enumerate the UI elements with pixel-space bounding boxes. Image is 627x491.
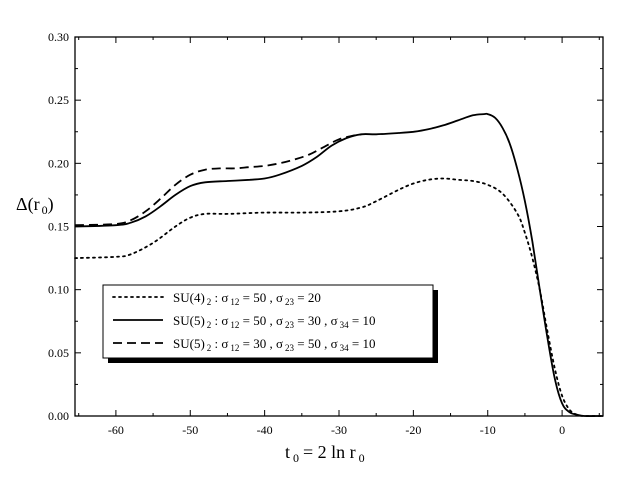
y-axis-title-sub: 0 (42, 203, 48, 217)
y-axis-title-main: Δ(r (16, 194, 40, 215)
y-tick-label: 0.15 (48, 220, 69, 234)
series-layer (74, 112, 604, 417)
x-tick-label: -50 (182, 423, 198, 437)
y-tick-label: 0.10 (48, 283, 69, 297)
y-tick-label: 0.20 (48, 156, 69, 170)
legend-label: SU(5) 2 : σ 12 = 50 , σ 23 = 30 , σ 34 = 10 (173, 313, 375, 330)
series-line-dotted (74, 177, 604, 417)
x-tick-label: -30 (331, 423, 347, 437)
y-tick-label: 0.25 (48, 93, 69, 107)
x-axis-title-sub: 0 (293, 451, 299, 465)
x-axis-title-main: t (285, 442, 290, 462)
series-line-dashed (74, 133, 362, 227)
y-tick-label: 0.30 (48, 30, 69, 44)
legend-box (102, 284, 434, 359)
x-tick-label: -20 (405, 423, 421, 437)
x-tick-label: -10 (480, 423, 496, 437)
y-tick-label: 0.05 (48, 346, 69, 360)
x-tick-label: -60 (108, 423, 124, 437)
y-tick-label: 0.00 (48, 409, 69, 423)
x-axis-title-rest: = 2 ln r (303, 442, 356, 462)
legend-label: SU(4) 2 : σ 12 = 50 , σ 23 = 20 (173, 290, 321, 307)
series-line-solid (74, 112, 604, 417)
x-axis-title-sub2: 0 (359, 451, 365, 465)
axis-ticks: -60 -50 -40 -30 -20 -10 0 0.00 0.05 0.10 0.15 0.20 0… (48, 30, 603, 437)
legend: SU(4) 2 : σ 12 = 50 , σ 23 = 20 SU(5) 2 : σ 12… (112, 290, 375, 353)
y-axis-title: Δ(r 0) (16, 194, 54, 217)
x-tick-label: -40 (257, 423, 273, 437)
legend-label: SU(5) 2 : σ 12 = 30 , σ 23 = 50 , σ 34 = 10 (173, 336, 375, 353)
x-tick-label: 0 (559, 423, 565, 437)
y-axis-title-close: ) (48, 194, 54, 215)
